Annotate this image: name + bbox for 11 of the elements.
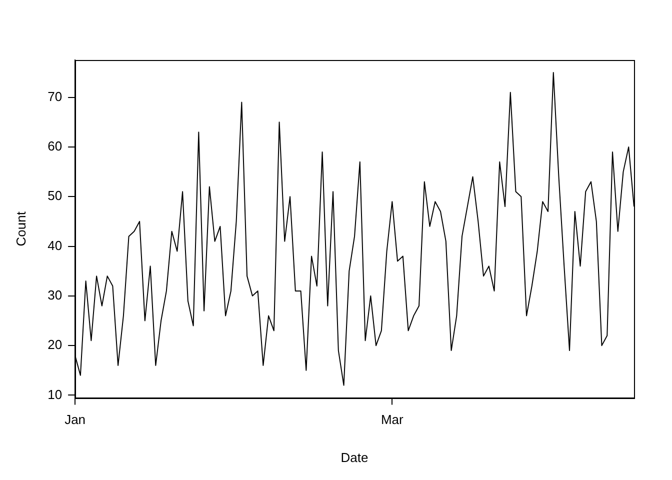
y-tick-label: 40 [48, 238, 62, 253]
y-tick-label: 30 [48, 288, 62, 302]
x-tick-label: Jan [64, 412, 86, 428]
y-tick-label: 10 [48, 386, 62, 402]
y-tick-label: 60 [48, 138, 62, 154]
x-tick-label: Mar [380, 412, 404, 428]
y-tick-label: 70 [48, 88, 62, 104]
y-tick-label: 20 [48, 337, 62, 352]
x-axis-title: Date [340, 450, 368, 465]
y-axis-title: Count [13, 211, 28, 246]
y-tick-label: 50 [48, 188, 62, 204]
